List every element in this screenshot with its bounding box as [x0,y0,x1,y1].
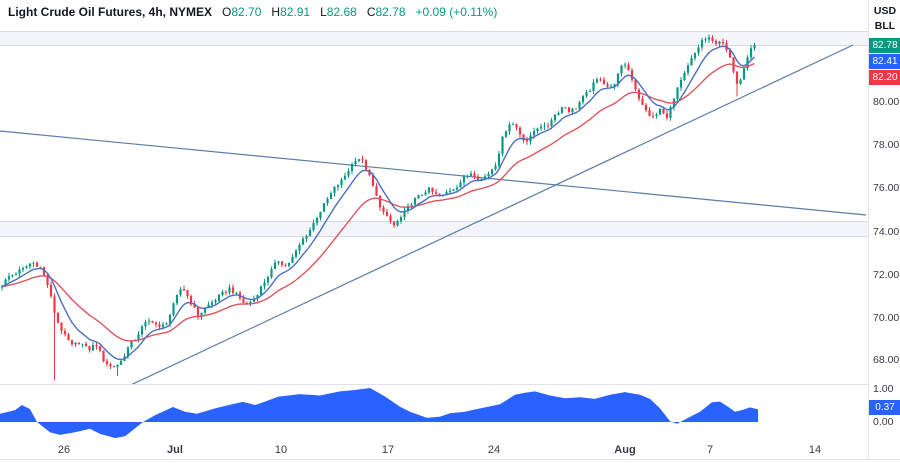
time-axis[interactable]: 26 Jul 10 17 24 Aug 7 14 [0,442,868,460]
ohlc-open: O82.70 [222,5,261,19]
symbol-title[interactable]: Light Crude Oil Futures, 4h, NYMEX [8,5,213,19]
ma-fast-badge: 82.41 [869,54,900,69]
ma-fast-line[interactable] [1,45,755,361]
high-label: H [271,5,281,19]
indicator-value-badge: 0.37 [869,400,900,415]
price-zone-0[interactable] [0,31,868,46]
ma-slow-line[interactable] [1,62,755,342]
price-scale-axis[interactable]: USD BLL 82.78 82.41 82.20 1.00 0.00 0.37… [868,0,900,459]
candles [0,34,756,381]
time-tick-label: 26 [57,444,71,456]
ohlc-close: C82.78 [367,5,406,19]
descending-trendline[interactable] [0,130,867,216]
time-tick-label: 10 [274,444,288,456]
close-label: C [366,5,376,19]
close-value: 82.78 [375,5,406,19]
ohlc-high: H82.91 [271,5,310,19]
bottom-border [0,459,900,460]
open-value: 82.70 [231,5,262,19]
price-tick-label: 74.00 [873,226,900,238]
price-tick-label: 72.00 [873,269,900,281]
price-zone-1[interactable] [0,221,868,237]
price-tick-label: 76.00 [873,182,900,194]
change-value: +0.09 (+0.11%) [415,5,498,19]
time-tick-label: Aug [614,444,636,456]
price-tick-label: 78.00 [873,139,900,151]
price-tick-label: 68.00 [873,354,900,366]
low-label: L [320,5,327,19]
low-value: 82.68 [326,5,357,19]
high-value: 82.91 [280,5,311,19]
pane-separator[interactable] [0,384,868,385]
indicator-tick-high: 1.00 [873,383,894,395]
currency-unit-block[interactable]: USD BLL [869,0,900,39]
indicator-pane[interactable] [0,385,868,440]
time-tick-label: 17 [381,444,395,456]
indicator-area [0,388,758,438]
time-tick-label: 7 [706,444,714,456]
price-tick-label: 70.00 [873,312,900,324]
open-label: O [222,5,232,19]
time-tick-label: Jul [167,444,183,456]
last-price-badge: 82.78 [869,38,900,53]
unit-label: BLL [874,20,896,32]
ma-slow-badge: 82.20 [869,70,900,85]
ohlc-low: L82.68 [320,5,357,19]
time-tick-label: 24 [487,444,501,456]
ascending-trendline[interactable] [118,44,854,384]
symbol-legend: Light Crude Oil Futures, 4h, NYMEX O82.7… [8,5,497,19]
indicator-tick-zero: 0.00 [873,416,894,428]
time-tick-label: 14 [808,444,822,456]
price-tick-label: 80.00 [873,96,900,108]
price-pane[interactable] [0,0,868,384]
currency-label: USD [873,5,897,17]
